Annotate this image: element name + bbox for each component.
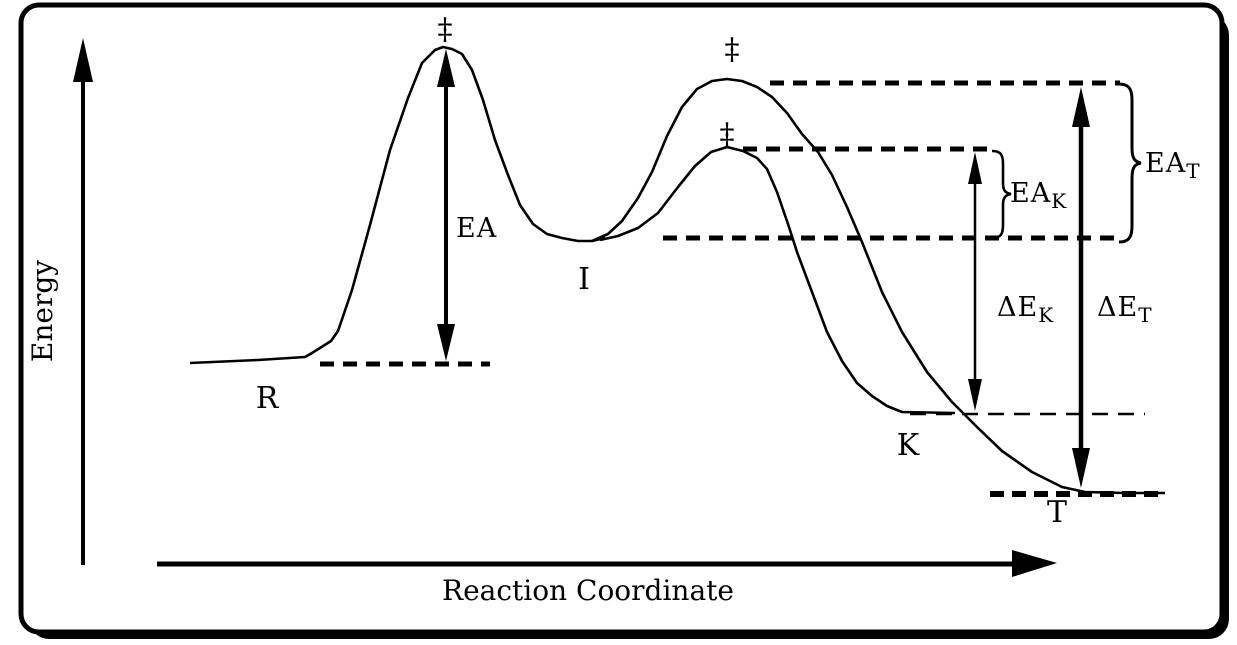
- braces: [991, 82, 1142, 244]
- delta-e-t-label-sub: T: [1138, 303, 1152, 327]
- delta-e-t-label: ΔET: [1097, 292, 1152, 327]
- ea-k-brace: [991, 149, 1012, 240]
- energy-curves: [189, 45, 1165, 495]
- text-labels: ‡ ‡ ‡ R I K T EA EAK EAT ΔEK ΔET: [256, 12, 1201, 530]
- ea-arrow-up-head-icon: [437, 49, 455, 87]
- frame-border: [18, 2, 1225, 635]
- ea-k-label-sub: K: [1051, 189, 1067, 213]
- delta-e-t-arrow-up-head-icon: [1072, 87, 1090, 127]
- curve-intermediate-to-k-product: [599, 145, 956, 415]
- thermodynamic-product-label: T: [1047, 495, 1067, 530]
- delta-e-k-label-main: ΔE: [997, 292, 1038, 323]
- ts-t-double-dagger-icon: ‡: [725, 32, 740, 67]
- delta-e-t-label-main: ΔE: [1097, 292, 1138, 323]
- ea-k-label: EAK: [1010, 178, 1067, 213]
- ea-k-label-main: EA: [1010, 178, 1051, 209]
- delta-e-t-arrow-down-head-icon: [1072, 448, 1090, 488]
- ts1-double-dagger-icon: ‡: [438, 12, 453, 47]
- ea-label: EA: [456, 213, 497, 244]
- delta-e-k-label: ΔEK: [997, 292, 1054, 327]
- ea-t-label-sub: T: [1186, 159, 1200, 183]
- ea-arrow-down-head-icon: [437, 324, 455, 361]
- delta-e-k-arrow-up-head-icon: [968, 152, 982, 184]
- delta-e-k-arrow-down-head-icon: [968, 379, 982, 411]
- reactant-label: R: [256, 381, 280, 416]
- ts-k-double-dagger-icon: ‡: [720, 117, 735, 152]
- curve-intermediate-to-t-product: [591, 77, 1165, 495]
- energy-level-lines: [320, 80, 1165, 497]
- ea-t-label: EAT: [1145, 148, 1200, 183]
- ea-t-brace: [1118, 82, 1142, 244]
- y-axis-arrowhead-icon: [73, 38, 93, 82]
- intermediate-label: I: [578, 262, 590, 297]
- kinetic-product-label: K: [897, 428, 920, 463]
- delta-e-k-label-sub: K: [1038, 303, 1054, 327]
- y-axis-label: Energy: [26, 260, 59, 362]
- ea-t-label-main: EA: [1145, 148, 1186, 179]
- measure-arrows: [437, 49, 1090, 488]
- curve-reactant-to-intermediate: [189, 45, 606, 365]
- axes: Energy Reaction Coordinate: [26, 38, 1057, 607]
- x-axis-label: Reaction Coordinate: [442, 574, 734, 607]
- x-axis-arrowhead-icon: [1012, 550, 1057, 577]
